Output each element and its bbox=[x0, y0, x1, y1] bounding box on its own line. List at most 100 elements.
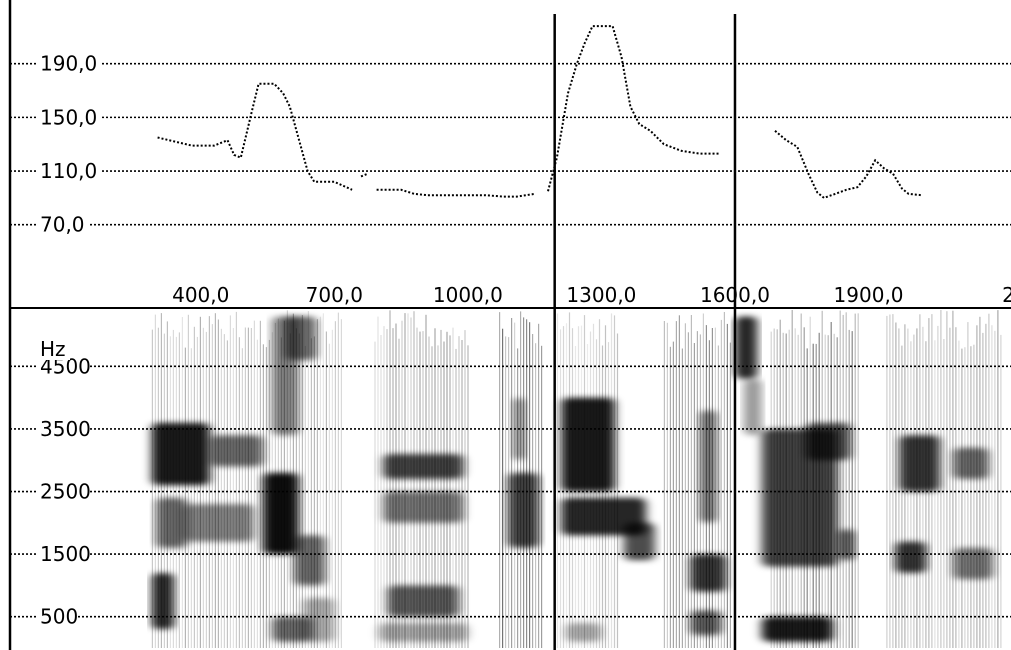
spectrogram-band bbox=[151, 572, 175, 630]
spectrogram-band bbox=[272, 616, 313, 642]
spectrogram-striation bbox=[223, 334, 225, 648]
spectrogram-striation bbox=[892, 314, 894, 648]
pitch-y-tick-label: 110,0 bbox=[40, 159, 97, 183]
spectrogram-striation bbox=[1000, 334, 1002, 648]
time-x-tick-label: 1000,0 bbox=[433, 283, 503, 307]
spectrogram-striation bbox=[672, 341, 674, 648]
spectrogram-striation bbox=[985, 323, 987, 648]
spectrogram-tick-label-bg bbox=[36, 479, 90, 504]
pitch-y-tick-label: 190,0 bbox=[40, 52, 97, 76]
spectrogram-striation bbox=[157, 327, 159, 648]
spectrogram-band bbox=[294, 535, 326, 586]
spectrogram-striation bbox=[250, 328, 252, 648]
time-x-tick-label: 400,0 bbox=[172, 283, 229, 307]
spectrogram-striation bbox=[851, 331, 853, 648]
spectrogram-tick-label-bg bbox=[36, 542, 90, 567]
spectrogram-striation bbox=[499, 312, 501, 648]
spectrogram-striation bbox=[232, 328, 234, 648]
pitch-series-line bbox=[774, 130, 923, 200]
spectrogram-striation bbox=[967, 322, 969, 648]
spectrogram-striation bbox=[377, 316, 379, 648]
spectrogram-striation bbox=[973, 344, 975, 648]
spectrogram-panel bbox=[151, 310, 1002, 648]
spectrogram-striation bbox=[407, 313, 409, 648]
spectrogram-striation bbox=[319, 316, 321, 648]
spectrogram-band bbox=[156, 497, 188, 548]
spectrogram-striation bbox=[684, 323, 686, 648]
spectrogram-striation bbox=[401, 320, 403, 648]
spectrogram-striation bbox=[325, 331, 327, 648]
spectrogram-striation bbox=[857, 313, 859, 648]
spectrogram-band bbox=[507, 472, 540, 548]
spectrogram-band bbox=[761, 616, 833, 642]
spectrogram-striation bbox=[244, 327, 246, 648]
spectrogram-band bbox=[953, 447, 989, 479]
spectrogram-striation bbox=[940, 310, 942, 648]
spectrogram-striation bbox=[952, 310, 954, 648]
spectrogram-striation bbox=[675, 321, 677, 648]
spectrogram-striation bbox=[994, 330, 996, 648]
spectrogram-striation bbox=[848, 329, 850, 648]
spectrogram-striation bbox=[946, 311, 948, 648]
spectrogram-striation bbox=[898, 328, 900, 648]
spectrogram-striation bbox=[889, 314, 891, 648]
spectrogram-y-tick-label: 1500 bbox=[40, 542, 91, 566]
spectrogram-striation bbox=[845, 312, 847, 648]
spectrogram-y-axis-label: Hz bbox=[40, 337, 66, 361]
spectrogram-striation bbox=[241, 348, 243, 648]
spectrogram-striation bbox=[331, 329, 333, 648]
spectrogram-striation bbox=[226, 340, 228, 648]
pitch-y-tick-label: 70,0 bbox=[40, 213, 85, 237]
spectrogram-striation bbox=[425, 314, 427, 648]
spectrogram-striation bbox=[229, 315, 231, 648]
spectrogram-striation bbox=[214, 313, 216, 648]
spectrogram-striation bbox=[949, 327, 951, 648]
spectrogram-band bbox=[285, 316, 317, 361]
time-x-tick-label: 1900,0 bbox=[834, 283, 904, 307]
time-x-tick-label: 700,0 bbox=[306, 283, 363, 307]
spectrogram-tick-label-bg bbox=[36, 416, 90, 441]
spectrogram-band bbox=[895, 541, 927, 573]
spectrogram-striation bbox=[943, 339, 945, 648]
spectrogram-band bbox=[699, 410, 718, 523]
spectrogram-striation bbox=[669, 346, 671, 648]
spectrogram-striation bbox=[211, 324, 213, 648]
spectrogram-striation bbox=[172, 329, 174, 648]
spectrogram-striation bbox=[991, 325, 993, 648]
spectrogram-striation bbox=[383, 326, 385, 648]
hz-label-bg bbox=[36, 334, 70, 360]
spectrogram-striation bbox=[328, 343, 330, 648]
spectrogram-y-tick-label: 2500 bbox=[40, 480, 91, 504]
spectrogram-striation bbox=[693, 343, 695, 648]
spectrogram-striation bbox=[687, 332, 689, 648]
spectrogram-striation bbox=[247, 327, 249, 648]
spectrogram-striation bbox=[202, 327, 204, 648]
pitch-tick-label-bg bbox=[36, 159, 102, 184]
spectrogram-band bbox=[378, 623, 468, 642]
spectrogram-band bbox=[761, 428, 838, 567]
spectrogram-band bbox=[837, 529, 856, 561]
spectrogram-tick-label-bg bbox=[36, 604, 78, 629]
spectrogram-striation bbox=[380, 335, 382, 648]
spectrogram-striation bbox=[184, 347, 186, 648]
spectrogram-striation bbox=[337, 312, 339, 648]
spectrogram-striation bbox=[726, 323, 728, 648]
spectrogram-striation bbox=[238, 337, 240, 648]
spectrogram-striation bbox=[434, 328, 436, 648]
spectrogram-y-tick-label: 500 bbox=[40, 605, 78, 629]
spectrogram-striation bbox=[616, 333, 619, 648]
spectrogram-striation bbox=[464, 330, 466, 648]
spectrogram-striation bbox=[663, 321, 665, 648]
spectrogram-striation bbox=[307, 311, 309, 648]
spectrogram-striation bbox=[404, 313, 406, 648]
pitch-series-line bbox=[360, 172, 369, 178]
spectrogram-striation bbox=[601, 345, 604, 648]
spectrogram-striation bbox=[374, 341, 376, 648]
spectrogram-striation bbox=[559, 329, 562, 648]
spectrogram-striation bbox=[997, 310, 999, 648]
spectrogram-striation bbox=[220, 328, 222, 648]
spectrogram-striation bbox=[310, 338, 312, 648]
spectrogram-band bbox=[182, 504, 255, 542]
